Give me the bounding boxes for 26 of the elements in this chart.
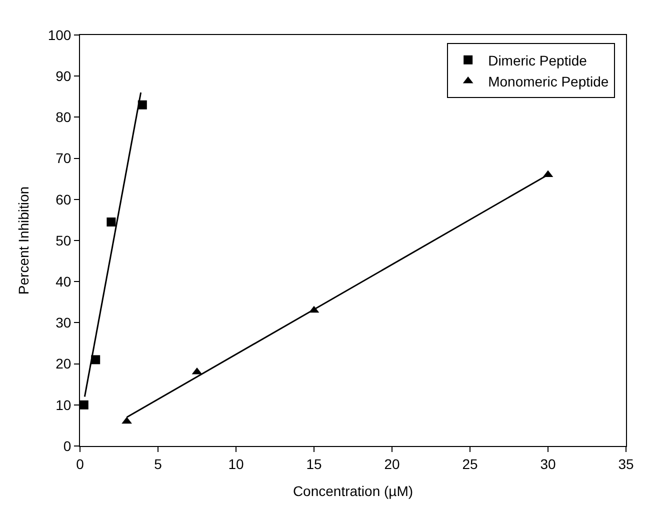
x-tick-label: 20 bbox=[384, 456, 400, 472]
x-tick-label: 10 bbox=[228, 456, 244, 472]
y-tick-label: 60 bbox=[56, 191, 72, 208]
point bbox=[106, 218, 116, 227]
legend-label: Monomeric Peptide bbox=[488, 73, 609, 90]
point bbox=[122, 416, 132, 424]
point bbox=[79, 400, 88, 410]
y-axis-title: Percent Inhibition bbox=[15, 186, 32, 295]
y-tick-label: 10 bbox=[56, 396, 72, 413]
y-tick-label: 30 bbox=[56, 314, 72, 331]
legend-label: Dimeric Peptide bbox=[488, 52, 588, 68]
y-tick-label: 100 bbox=[48, 26, 72, 43]
x-axis-title: Concentration (µM) bbox=[292, 483, 414, 500]
x-tick-label: 35 bbox=[618, 456, 634, 472]
y-tick-label: 90 bbox=[56, 68, 72, 84]
y-tick-label: 40 bbox=[56, 274, 72, 290]
y-tick-label: 50 bbox=[56, 232, 72, 248]
y-tick-label: 70 bbox=[56, 150, 72, 166]
x-tick-label: 25 bbox=[462, 456, 478, 472]
x-tick-label: 5 bbox=[154, 456, 162, 472]
x-tick-label: 15 bbox=[306, 456, 322, 472]
y-tick-label: 0 bbox=[63, 438, 72, 454]
y-tick-label: 20 bbox=[56, 356, 72, 372]
x-tick-label: 0 bbox=[76, 456, 84, 472]
x-tick-label: 30 bbox=[540, 456, 556, 472]
y-tick-label: 80 bbox=[56, 109, 72, 126]
